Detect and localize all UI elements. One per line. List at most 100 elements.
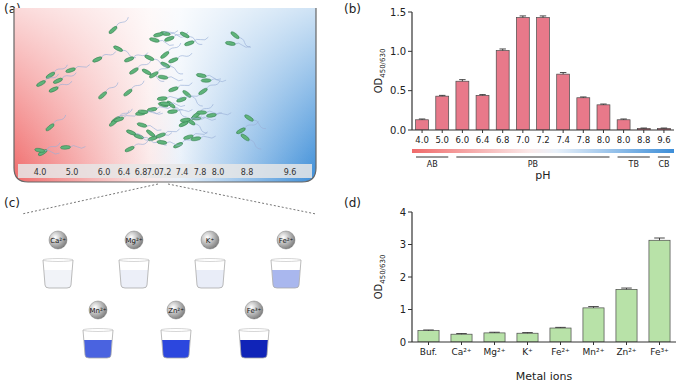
error-cap: [423, 329, 434, 330]
error-bar: [479, 94, 485, 96]
flagellum: [177, 81, 193, 89]
ph-label: 4.0: [34, 168, 47, 177]
bacterium-body: [173, 141, 184, 149]
bacterium: [178, 114, 202, 128]
bacterium-body: [236, 127, 247, 135]
ion-label: Mn²⁺: [90, 307, 107, 315]
bacterium-body: [126, 129, 137, 136]
x-tick-label: 8.0: [597, 135, 611, 145]
ph-label: 7.0: [147, 168, 160, 177]
x-tick: [461, 342, 462, 345]
bacterium-body: [180, 118, 190, 123]
ph-label: 8.8: [241, 168, 254, 177]
flagellum: [137, 59, 152, 70]
ph-label: 7.2: [159, 168, 172, 177]
bacterium: [98, 81, 120, 100]
bacterium-body: [124, 145, 135, 152]
error-cap: [540, 15, 546, 16]
bacterium: [180, 116, 205, 123]
bacterium-body: [113, 45, 124, 53]
x-tick: [428, 342, 429, 345]
bar: [436, 96, 449, 130]
bar: [476, 95, 489, 130]
flagellum: [193, 36, 209, 44]
bacterium: [201, 78, 226, 82]
panel-label: (d): [344, 196, 361, 210]
flagellum: [57, 80, 73, 89]
buffer-label: TB: [628, 160, 639, 169]
ion-label: Mg²⁺: [126, 237, 143, 245]
bacterium: [114, 112, 139, 123]
bacterium-body: [196, 73, 206, 78]
x-tick: [502, 130, 503, 133]
ion-label: Ca²⁺: [50, 237, 66, 245]
bacterium: [45, 114, 67, 132]
bacterium-body: [98, 91, 108, 100]
bar: [451, 334, 472, 342]
figure: (a)(b)(c)(d)4.05.06.06.46.87.07.27.47.88…: [0, 0, 683, 385]
flagellum: [215, 111, 231, 116]
bacterium-body: [240, 133, 250, 142]
bacterium: [179, 31, 203, 46]
flagellum: [69, 145, 85, 149]
error-bar: [555, 327, 566, 329]
x-tick-label: 7.4: [556, 135, 570, 145]
y-tick-label: 0.5: [390, 85, 406, 96]
flagellum: [100, 50, 116, 59]
error-cap: [456, 333, 467, 334]
beaker-outline: [119, 260, 149, 288]
x-axis-label: Metal ions: [516, 370, 573, 383]
flagellum: [176, 108, 192, 113]
bacterium: [108, 16, 129, 35]
bacterium-body: [114, 116, 125, 122]
error-cap: [661, 128, 667, 129]
flagellum: [130, 80, 145, 92]
y-axis: [411, 12, 412, 130]
error-cap: [499, 48, 505, 49]
x-tick-label: Ca²⁺: [451, 347, 471, 357]
bacterium-body: [168, 86, 179, 93]
x-tick-label: 9.6: [657, 135, 671, 145]
bacterium: [191, 134, 216, 141]
flagellum: [252, 119, 267, 130]
bacterium: [160, 61, 184, 75]
bacterium-body: [157, 140, 167, 145]
beaker-outline: [161, 330, 191, 358]
bacterium-body: [201, 79, 211, 83]
bacterium-body: [225, 41, 235, 46]
bacterium-body: [141, 68, 152, 76]
beaker-liquid: [120, 270, 148, 288]
ph-strip: [412, 149, 674, 153]
bacterium: [184, 35, 209, 46]
bacterium-body: [45, 71, 55, 79]
bacterium: [183, 130, 208, 140]
error-bar: [661, 128, 667, 129]
x-tick-label: Fe³⁺: [650, 347, 669, 357]
bacterium-body: [158, 75, 168, 80]
error-bar: [621, 288, 632, 289]
y-axis-label: OD450/630: [373, 49, 387, 94]
connector: [22, 184, 158, 214]
beaker-outline: [195, 260, 225, 288]
error-bar: [654, 238, 665, 240]
x-tick: [583, 130, 584, 133]
flagellum: [147, 111, 163, 115]
beaker-liquid: [44, 270, 72, 288]
bacterium: [123, 79, 145, 97]
error-bar: [459, 80, 465, 82]
beaker-rim: [239, 329, 269, 332]
bacterium-body: [124, 56, 135, 63]
bacterium: [230, 31, 252, 49]
flagellum: [169, 103, 185, 107]
trough-outline: [14, 8, 316, 182]
bacterium: [60, 145, 85, 150]
panel-a: 4.05.06.06.46.87.07.27.47.88.08.89.6: [14, 8, 316, 214]
flagellum: [162, 29, 178, 35]
y-tick-label: 0: [400, 337, 406, 348]
ph-label: 5.0: [66, 168, 79, 177]
bacterium: [138, 110, 163, 115]
bacterium-body: [244, 114, 254, 122]
x-tick-label: 7.0: [516, 135, 530, 145]
bacterium: [225, 41, 250, 48]
bacterium: [157, 140, 182, 146]
